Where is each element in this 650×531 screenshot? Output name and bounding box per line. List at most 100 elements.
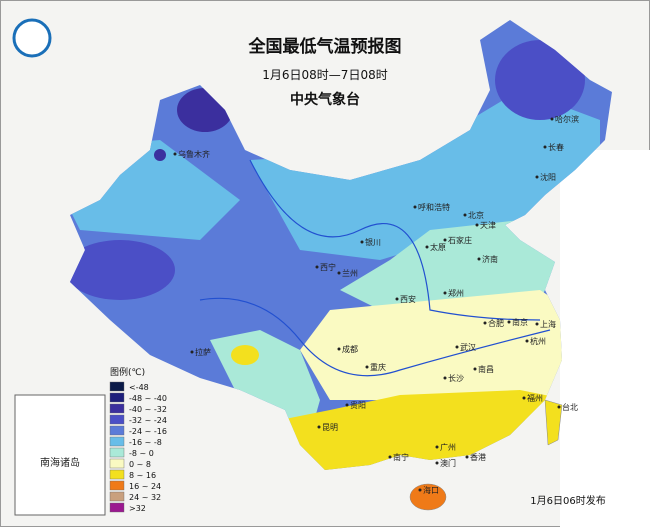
legend-label: -48 ~ -40	[129, 394, 167, 403]
city-label: 南京	[512, 317, 528, 327]
city-label: 合肥	[488, 318, 504, 328]
city-dot	[443, 376, 447, 380]
city-label: 长春	[548, 142, 564, 152]
city-dot	[463, 213, 467, 217]
legend-label: -8 ~ 0	[129, 449, 154, 458]
legend-swatch	[109, 447, 125, 458]
city-dot	[483, 321, 487, 325]
city-label: 武汉	[460, 342, 476, 352]
inset-box	[14, 394, 106, 516]
inset-label: 南海诸岛	[40, 456, 80, 469]
city-dot	[473, 367, 477, 371]
legend-swatch	[109, 458, 125, 469]
city-label: 西安	[400, 294, 416, 304]
city-label: 昆明	[322, 423, 338, 432]
city-label: 长沙	[448, 373, 464, 383]
city-label: 拉萨	[195, 347, 211, 357]
river	[199, 297, 551, 377]
city-label: 石家庄	[448, 235, 472, 245]
city-dot	[543, 145, 547, 149]
city-label: 沈阳	[540, 172, 556, 182]
city-dot	[365, 365, 369, 369]
city-dot	[465, 455, 469, 459]
city-label: 重庆	[370, 362, 386, 372]
city-label: 南宁	[393, 452, 409, 462]
city-label: 南昌	[478, 364, 494, 374]
legend-swatch	[109, 414, 125, 425]
subtitle: 1月6日08时—7日08时	[262, 68, 387, 82]
city-label: 太原	[430, 242, 446, 252]
city-dot	[337, 347, 341, 351]
logo	[12, 18, 52, 58]
city-label: 兰州	[342, 268, 358, 278]
city-dot	[507, 320, 511, 324]
taiwan	[544, 399, 563, 446]
release-note: 1月6日06时发布	[530, 494, 605, 507]
city-dot	[413, 205, 417, 209]
city-label: 香港	[470, 452, 486, 462]
city-label: 北京	[468, 210, 484, 220]
city-dot	[455, 345, 459, 349]
city-dot	[435, 461, 439, 465]
city-dot	[477, 257, 481, 261]
city-dot	[443, 238, 447, 242]
legend-swatch	[109, 392, 125, 403]
city-dot	[345, 403, 349, 407]
legend-label: -24 ~ -16	[129, 427, 167, 436]
city-dot	[317, 425, 321, 429]
city-label: 天津	[480, 220, 496, 230]
legend-label: -32 ~ -24	[129, 416, 167, 425]
legend-label: >32	[129, 504, 146, 513]
legend: <-48 -48 ~ -40 -40 ~ -32 -32 ~ -24 -24 ~ -16…	[109, 381, 167, 513]
city-dot	[360, 240, 364, 244]
city-label: 乌鲁木齐	[178, 149, 210, 159]
city-label: 上海	[540, 319, 556, 329]
city-label: 成都	[342, 344, 358, 354]
legend-label: 8 ~ 16	[129, 471, 156, 480]
sea	[560, 150, 650, 527]
city-label: 银川	[365, 237, 381, 247]
city-dot	[190, 350, 194, 354]
city-dot	[435, 445, 439, 449]
city-dot	[425, 245, 429, 249]
legend-label: -40 ~ -32	[129, 405, 167, 414]
legend-label: 24 ~ 32	[129, 493, 161, 502]
city-dot	[443, 291, 447, 295]
city-label: 广州	[440, 442, 456, 452]
legend-label: 16 ~ 24	[129, 482, 161, 491]
city-label: 哈尔滨	[555, 114, 579, 124]
city-label: 郑州	[448, 288, 464, 298]
city-dot	[388, 455, 392, 459]
city-label: 海口	[423, 485, 439, 495]
city-dot	[550, 117, 554, 121]
legend-label: 0 ~ 8	[129, 460, 151, 469]
legend-swatch	[109, 436, 125, 447]
city-dot	[173, 152, 177, 156]
legend-swatch	[109, 403, 125, 414]
city-label: 西宁	[320, 262, 336, 272]
city-dot	[475, 223, 479, 227]
city-dot	[525, 339, 529, 343]
city-dot	[535, 322, 539, 326]
city-label: 福州	[527, 394, 543, 403]
city-dot	[395, 297, 399, 301]
city-dot	[315, 265, 319, 269]
legend-swatch	[109, 502, 125, 513]
city-label: 济南	[482, 254, 498, 264]
legend-swatch	[109, 381, 125, 392]
city-dot	[418, 488, 422, 492]
legend-label: <-48	[129, 383, 149, 392]
legend-swatch	[109, 425, 125, 436]
city-label: 贵阳	[350, 400, 366, 410]
title: 全国最低气温预报图	[248, 36, 402, 57]
legend-swatch	[109, 469, 125, 480]
city-dot	[535, 175, 539, 179]
river	[249, 159, 541, 321]
legend-title: 图例(℃)	[110, 366, 145, 378]
city-dot	[522, 396, 526, 400]
city-label: 澳门	[440, 458, 456, 468]
legend-swatch	[109, 480, 125, 491]
legend-swatch	[109, 491, 125, 502]
legend-label: -16 ~ -8	[129, 438, 162, 447]
